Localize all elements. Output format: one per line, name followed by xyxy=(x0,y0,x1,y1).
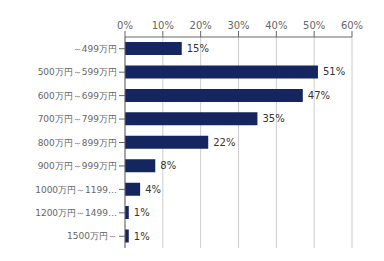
svg-text:50%: 50% xyxy=(303,20,325,31)
svg-text:900万円～999万円: 900万円～999万円 xyxy=(38,161,117,171)
svg-text:～499万円: ～499万円 xyxy=(73,44,117,54)
svg-text:0%: 0% xyxy=(117,20,133,31)
svg-text:30%: 30% xyxy=(227,20,249,31)
svg-text:1500万円～: 1500万円～ xyxy=(67,231,117,241)
svg-text:1%: 1% xyxy=(134,207,150,218)
svg-text:1%: 1% xyxy=(134,231,150,242)
svg-text:40%: 40% xyxy=(265,20,287,31)
svg-text:10%: 10% xyxy=(152,20,174,31)
svg-text:500万円～599万円: 500万円～599万円 xyxy=(38,67,117,77)
svg-text:600万円～699万円: 600万円～699万円 xyxy=(38,91,117,101)
svg-text:35%: 35% xyxy=(262,113,284,124)
svg-text:800万円～899万円: 800万円～899万円 xyxy=(38,138,117,148)
svg-text:20%: 20% xyxy=(190,20,212,31)
svg-text:47%: 47% xyxy=(308,90,330,101)
svg-text:8%: 8% xyxy=(160,160,176,171)
svg-text:1000万円～1199…: 1000万円～1199… xyxy=(35,185,117,195)
svg-text:51%: 51% xyxy=(323,66,345,77)
svg-text:700万円～799万円: 700万円～799万円 xyxy=(38,114,117,124)
svg-text:4%: 4% xyxy=(145,184,161,195)
svg-text:60%: 60% xyxy=(341,20,363,31)
svg-text:1200万円～1499…: 1200万円～1499… xyxy=(35,208,117,218)
svg-text:15%: 15% xyxy=(187,43,209,54)
svg-text:22%: 22% xyxy=(213,137,235,148)
